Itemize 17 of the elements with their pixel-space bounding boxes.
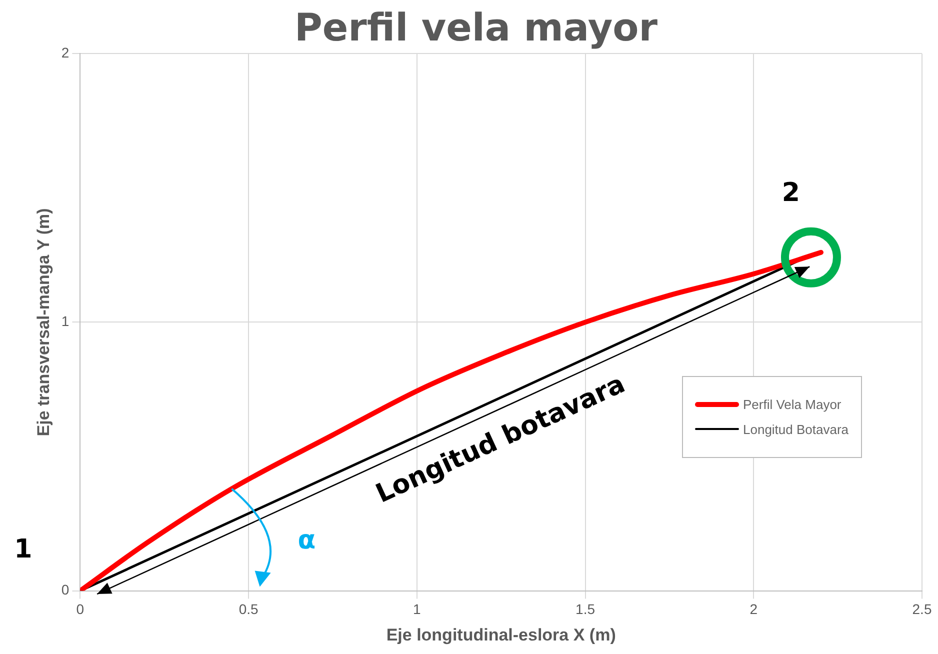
x-tick-label: 1 (413, 601, 422, 618)
annotation: α (298, 525, 316, 556)
x-tick-label: 0.5 (238, 601, 258, 618)
legend-label: Perfil Vela Mayor (743, 396, 842, 412)
x-tick-label: 2.5 (912, 601, 932, 618)
y-tick-label: 2 (61, 44, 70, 60)
chart-title: Perfil vela mayor (294, 6, 658, 50)
x-axis-title: Eje longitudinal-eslora X (m) (386, 625, 616, 644)
x-tick-label: 2 (750, 601, 758, 618)
legend-label: Longitud Botavara (743, 422, 849, 437)
y-tick-label: 1 (61, 313, 70, 330)
annotation: 1 (14, 534, 32, 565)
y-axis-title: Eje transversal-manga Y (m) (34, 208, 53, 436)
y-tick-label: 0 (61, 582, 70, 598)
x-tick-label: 1.5 (576, 601, 596, 618)
x-tick-label: 0 (76, 601, 84, 618)
annotation: 2 (782, 178, 800, 208)
